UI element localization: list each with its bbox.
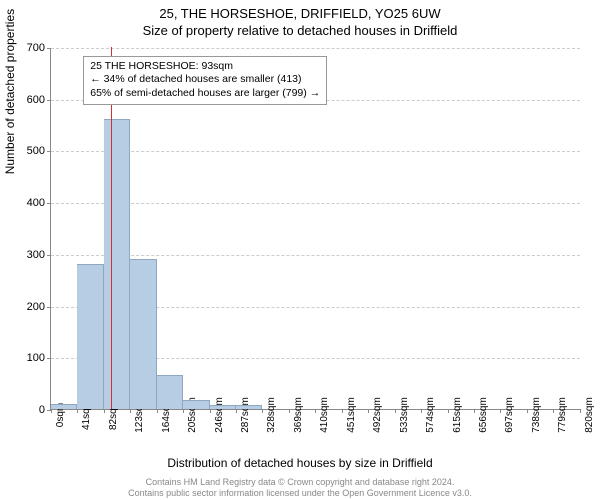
x-tick-label: 656sqm bbox=[478, 397, 489, 433]
x-tick-mark bbox=[104, 409, 105, 413]
x-tick-label: 246sqm bbox=[214, 397, 225, 433]
x-tick-mark bbox=[500, 409, 501, 413]
y-tick-label: 0 bbox=[39, 404, 45, 416]
histogram-bar bbox=[51, 404, 77, 409]
histogram-bar bbox=[236, 405, 262, 409]
y-tick-label: 600 bbox=[27, 94, 45, 106]
x-tick-mark bbox=[580, 409, 581, 413]
y-tick-mark bbox=[47, 358, 51, 359]
y-tick-label: 500 bbox=[27, 145, 45, 157]
x-axis-label: Distribution of detached houses by size … bbox=[0, 456, 600, 470]
x-tick-mark bbox=[395, 409, 396, 413]
grid-line bbox=[51, 255, 580, 256]
y-tick-label: 700 bbox=[27, 42, 45, 54]
footer-line-2: Contains public sector information licen… bbox=[0, 488, 600, 499]
x-tick-mark bbox=[130, 409, 131, 413]
x-tick-mark bbox=[553, 409, 554, 413]
chart-title-sub: Size of property relative to detached ho… bbox=[0, 21, 600, 38]
x-tick-mark bbox=[342, 409, 343, 413]
y-tick-mark bbox=[47, 255, 51, 256]
x-tick-mark bbox=[315, 409, 316, 413]
histogram-bar bbox=[77, 264, 103, 409]
y-axis-label: Number of detached properties bbox=[3, 9, 17, 174]
x-tick-mark bbox=[157, 409, 158, 413]
chart-container: 25, THE HORSESHOE, DRIFFIELD, YO25 6UW S… bbox=[0, 0, 600, 500]
x-tick-label: 451sqm bbox=[346, 397, 357, 433]
grid-line bbox=[51, 48, 580, 49]
annotation-line: 65% of semi-detached houses are larger (… bbox=[90, 87, 320, 101]
chart-title-main: 25, THE HORSESHOE, DRIFFIELD, YO25 6UW bbox=[0, 0, 600, 21]
x-tick-label: 820sqm bbox=[584, 397, 595, 433]
y-tick-mark bbox=[47, 100, 51, 101]
x-tick-label: 738sqm bbox=[531, 397, 542, 433]
annotation-line: ← 34% of detached houses are smaller (41… bbox=[90, 73, 320, 87]
x-tick-label: 287sqm bbox=[240, 397, 251, 433]
x-tick-mark bbox=[183, 409, 184, 413]
y-tick-label: 300 bbox=[27, 249, 45, 261]
x-tick-mark bbox=[77, 409, 78, 413]
y-tick-mark bbox=[47, 48, 51, 49]
x-tick-mark bbox=[51, 409, 52, 413]
histogram-bar bbox=[104, 119, 130, 409]
y-tick-mark bbox=[47, 203, 51, 204]
histogram-bar bbox=[130, 259, 156, 409]
x-tick-mark bbox=[262, 409, 263, 413]
x-tick-mark bbox=[289, 409, 290, 413]
y-tick-label: 200 bbox=[27, 301, 45, 313]
x-tick-label: 492sqm bbox=[372, 397, 383, 433]
histogram-bar bbox=[183, 400, 209, 409]
plot-area: 01002003004005006007000sqm41sqm82sqm123s… bbox=[50, 48, 580, 410]
x-tick-label: 779sqm bbox=[557, 397, 568, 433]
x-tick-mark bbox=[448, 409, 449, 413]
x-tick-label: 574sqm bbox=[425, 397, 436, 433]
x-tick-mark bbox=[527, 409, 528, 413]
grid-line bbox=[51, 203, 580, 204]
x-tick-mark bbox=[474, 409, 475, 413]
grid-line bbox=[51, 151, 580, 152]
annotation-line: 25 THE HORSESHOE: 93sqm bbox=[90, 60, 320, 74]
y-tick-mark bbox=[47, 307, 51, 308]
y-tick-label: 100 bbox=[27, 352, 45, 364]
x-tick-mark bbox=[421, 409, 422, 413]
x-tick-label: 369sqm bbox=[293, 397, 304, 433]
x-tick-label: 410sqm bbox=[319, 397, 330, 433]
x-tick-mark bbox=[210, 409, 211, 413]
x-tick-label: 328sqm bbox=[266, 397, 277, 433]
y-tick-label: 400 bbox=[27, 197, 45, 209]
x-tick-label: 697sqm bbox=[504, 397, 515, 433]
histogram-bar bbox=[157, 375, 183, 409]
histogram-bar bbox=[210, 405, 236, 409]
x-tick-label: 533sqm bbox=[399, 397, 410, 433]
x-tick-label: 615sqm bbox=[452, 397, 463, 433]
footer-text: Contains HM Land Registry data © Crown c… bbox=[0, 477, 600, 499]
annotation-box: 25 THE HORSESHOE: 93sqm← 34% of detached… bbox=[83, 56, 327, 105]
x-tick-mark bbox=[368, 409, 369, 413]
x-tick-mark bbox=[236, 409, 237, 413]
y-tick-mark bbox=[47, 151, 51, 152]
footer-line-1: Contains HM Land Registry data © Crown c… bbox=[0, 477, 600, 488]
